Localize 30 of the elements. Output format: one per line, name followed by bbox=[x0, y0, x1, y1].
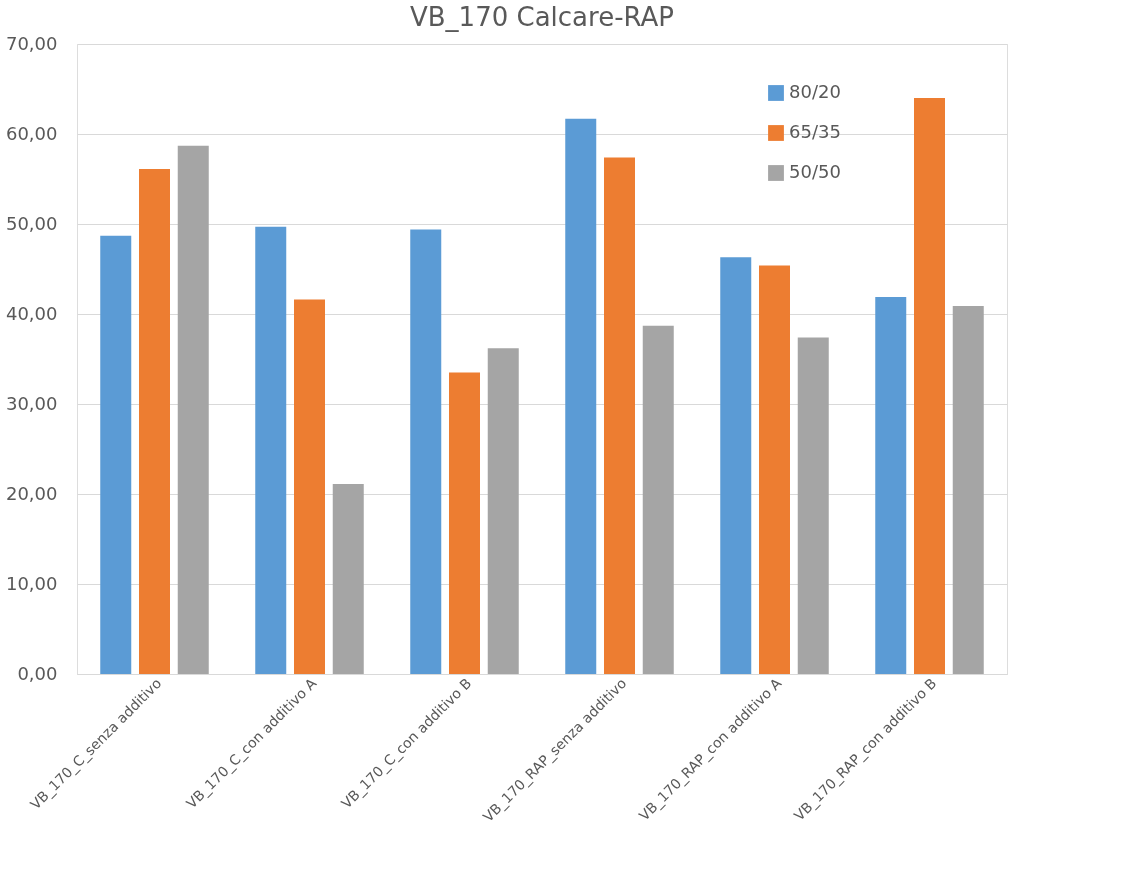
bar bbox=[294, 299, 325, 674]
bar bbox=[177, 145, 209, 674]
y-tick-label: 30,00 bbox=[5, 392, 58, 414]
bar bbox=[487, 348, 519, 674]
y-tick-label: 60,00 bbox=[5, 122, 58, 144]
bar bbox=[100, 235, 132, 674]
legend-label: 80/20 bbox=[789, 81, 841, 102]
legend-label: 50/50 bbox=[789, 161, 841, 182]
bar bbox=[565, 118, 597, 674]
y-tick-label: 20,00 bbox=[5, 482, 58, 504]
y-tick-label: 50,00 bbox=[5, 212, 58, 234]
bar bbox=[875, 296, 907, 674]
chart-title: VB_170 Calcare-RAP bbox=[409, 2, 675, 32]
y-tick-label: 70,00 bbox=[5, 32, 58, 54]
y-tick-label: 40,00 bbox=[5, 302, 58, 324]
bar bbox=[642, 325, 674, 674]
bar bbox=[952, 305, 984, 674]
bar bbox=[759, 265, 790, 674]
bar bbox=[332, 484, 364, 674]
legend-label: 65/35 bbox=[789, 121, 841, 142]
bar bbox=[139, 169, 170, 674]
bar bbox=[914, 98, 945, 674]
y-tick-label: 10,00 bbox=[5, 572, 58, 594]
bar bbox=[604, 157, 635, 674]
bar bbox=[797, 337, 829, 674]
y-tick-label: 0,00 bbox=[17, 662, 58, 684]
bar bbox=[410, 229, 442, 674]
bar bbox=[449, 372, 480, 674]
bar bbox=[720, 257, 752, 674]
bar bbox=[255, 226, 287, 674]
